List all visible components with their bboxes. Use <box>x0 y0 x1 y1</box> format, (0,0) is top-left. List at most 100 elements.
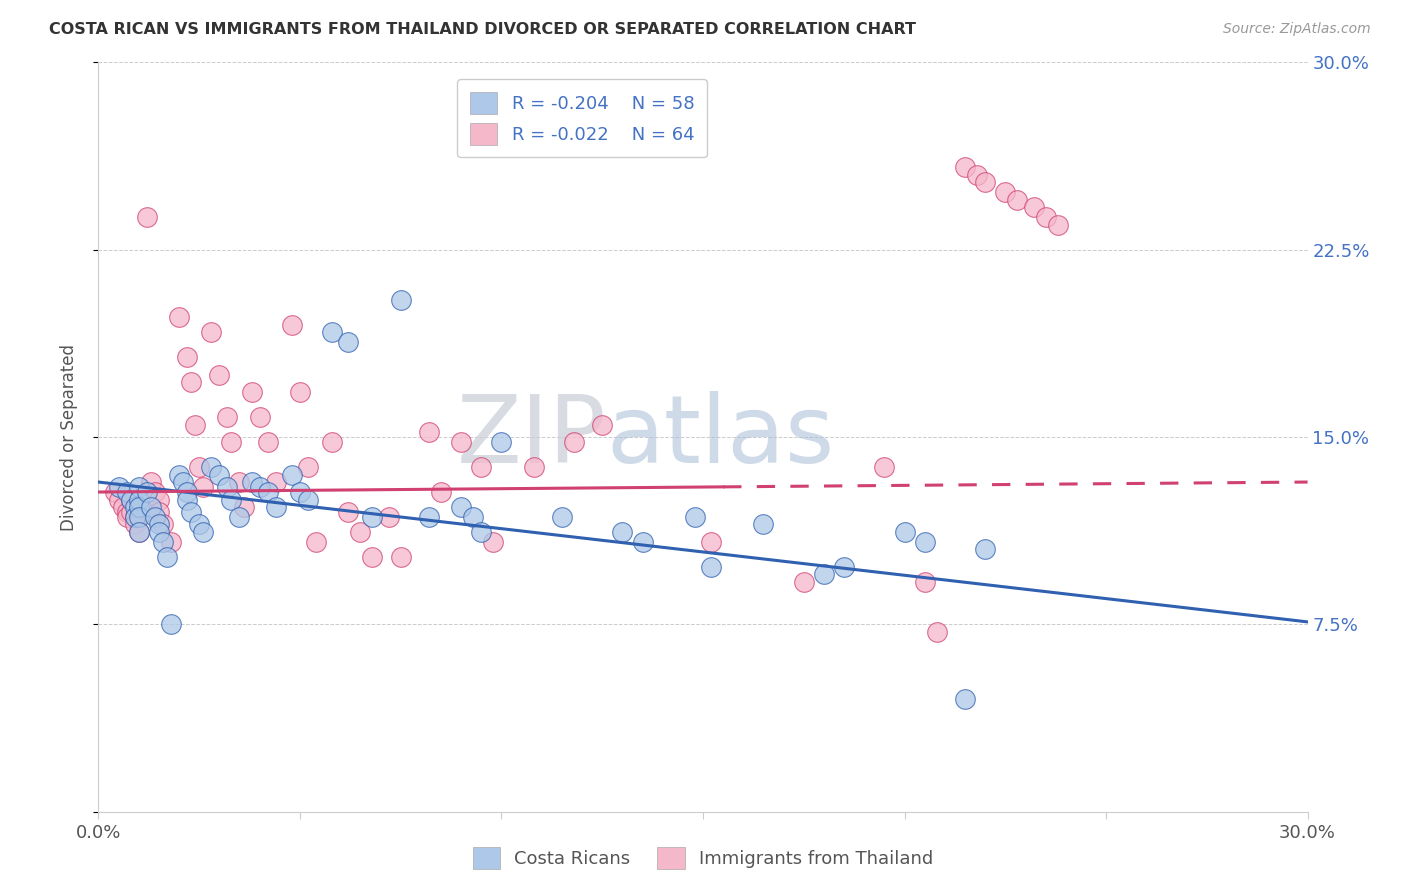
Point <box>430 485 453 500</box>
Point <box>176 350 198 364</box>
Point <box>160 617 183 632</box>
Point <box>337 335 360 350</box>
Point <box>418 425 440 439</box>
Point <box>893 524 915 539</box>
Point <box>873 460 896 475</box>
Point <box>288 485 311 500</box>
Point <box>124 510 146 524</box>
Point <box>176 485 198 500</box>
Point <box>221 435 243 450</box>
Point <box>591 417 613 432</box>
Point <box>349 524 371 539</box>
Point <box>305 535 328 549</box>
Point <box>139 475 162 489</box>
Point <box>700 535 723 549</box>
Point <box>193 480 215 494</box>
Point <box>188 460 211 475</box>
Point <box>107 480 129 494</box>
Point <box>249 480 271 494</box>
Point <box>228 475 250 489</box>
Point <box>297 460 319 475</box>
Point <box>152 535 174 549</box>
Point <box>249 410 271 425</box>
Point <box>167 310 190 325</box>
Legend: Costa Ricans, Immigrants from Thailand: Costa Ricans, Immigrants from Thailand <box>464 838 942 879</box>
Point <box>389 549 412 564</box>
Point <box>148 517 170 532</box>
Point <box>974 542 997 557</box>
Point <box>389 293 412 307</box>
Point <box>180 505 202 519</box>
Point <box>994 186 1017 200</box>
Point <box>200 325 222 339</box>
Point <box>361 549 384 564</box>
Point <box>321 435 343 450</box>
Point <box>128 524 150 539</box>
Point <box>240 385 263 400</box>
Point <box>128 510 150 524</box>
Point <box>228 510 250 524</box>
Point <box>631 535 654 549</box>
Point <box>152 517 174 532</box>
Point <box>832 560 855 574</box>
Point <box>361 510 384 524</box>
Point <box>200 460 222 475</box>
Point <box>208 467 231 482</box>
Point <box>418 510 440 524</box>
Point <box>491 435 513 450</box>
Point <box>450 435 472 450</box>
Point <box>256 485 278 500</box>
Point <box>551 510 574 524</box>
Point <box>925 624 948 639</box>
Point <box>377 510 399 524</box>
Point <box>111 500 134 514</box>
Point <box>124 517 146 532</box>
Point <box>180 375 202 389</box>
Text: atlas: atlas <box>606 391 835 483</box>
Point <box>120 492 142 507</box>
Point <box>148 524 170 539</box>
Point <box>167 467 190 482</box>
Point <box>128 500 150 514</box>
Point <box>288 385 311 400</box>
Point <box>1007 193 1029 207</box>
Point <box>813 567 835 582</box>
Point <box>221 492 243 507</box>
Point <box>1022 200 1045 214</box>
Point <box>700 560 723 574</box>
Point <box>135 485 157 500</box>
Point <box>115 510 138 524</box>
Point <box>240 475 263 489</box>
Point <box>264 475 287 489</box>
Point <box>184 417 207 432</box>
Point <box>450 500 472 514</box>
Point <box>120 492 142 507</box>
Point <box>139 500 162 514</box>
Point <box>752 517 775 532</box>
Point <box>115 505 138 519</box>
Point <box>148 492 170 507</box>
Legend: R = -0.204    N = 58, R = -0.022    N = 64: R = -0.204 N = 58, R = -0.022 N = 64 <box>457 79 707 157</box>
Point <box>128 480 150 494</box>
Point <box>1035 211 1057 225</box>
Point <box>470 524 492 539</box>
Point <box>148 505 170 519</box>
Point <box>120 505 142 519</box>
Point <box>793 574 815 589</box>
Point <box>683 510 706 524</box>
Point <box>128 524 150 539</box>
Point <box>232 500 254 514</box>
Point <box>974 175 997 189</box>
Point <box>612 524 634 539</box>
Point <box>193 524 215 539</box>
Point <box>337 505 360 519</box>
Point <box>321 325 343 339</box>
Point <box>217 480 239 494</box>
Point <box>124 500 146 514</box>
Point <box>281 467 304 482</box>
Point <box>124 510 146 524</box>
Point <box>297 492 319 507</box>
Point <box>135 211 157 225</box>
Point <box>128 492 150 507</box>
Point <box>562 435 585 450</box>
